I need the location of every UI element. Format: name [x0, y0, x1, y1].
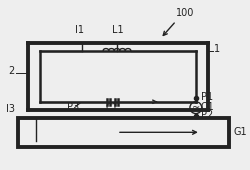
Text: 100: 100 — [176, 8, 195, 18]
Text: G1: G1 — [233, 127, 247, 137]
Text: C1: C1 — [106, 103, 118, 113]
Text: ~: ~ — [192, 103, 200, 113]
Text: P3: P3 — [66, 102, 79, 112]
Text: P1: P1 — [201, 92, 213, 102]
Text: 2: 2 — [8, 66, 14, 76]
Text: 1: 1 — [214, 45, 220, 54]
Text: L1: L1 — [112, 25, 124, 35]
Text: Q1: Q1 — [201, 102, 214, 112]
Text: I3: I3 — [6, 104, 16, 114]
Text: P2: P2 — [201, 110, 213, 120]
Text: I1: I1 — [75, 25, 84, 35]
Bar — [18, 117, 229, 147]
